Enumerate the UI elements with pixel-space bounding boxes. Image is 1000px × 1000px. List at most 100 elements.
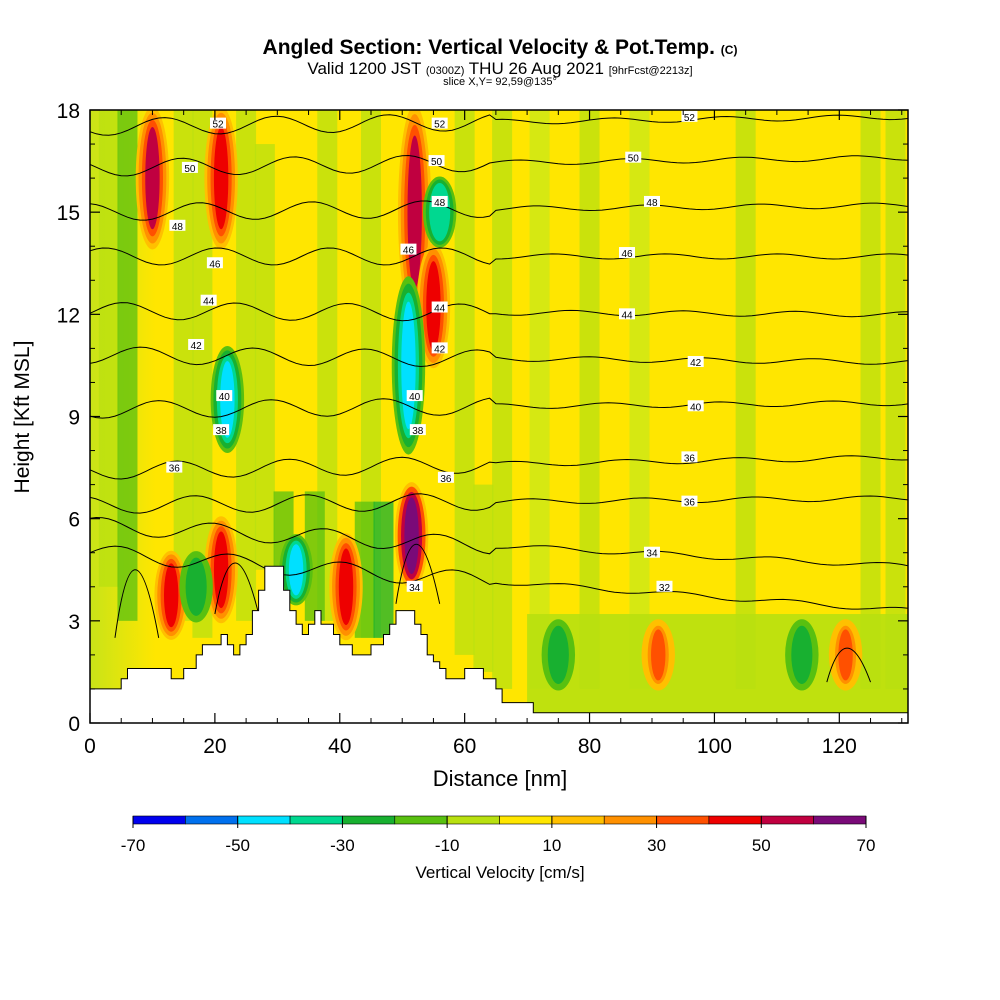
- contour-label: 36: [681, 495, 698, 509]
- velocity-streak: [454, 110, 475, 655]
- contour-label: 38: [213, 424, 230, 437]
- theta-contours: [90, 114, 908, 683]
- contour-label: 36: [681, 451, 698, 464]
- velocity-streak: [254, 144, 275, 570]
- contour-label-text: 42: [434, 344, 446, 355]
- contour-label-box: [619, 308, 636, 320]
- contour-label: 48: [169, 219, 186, 233]
- theta-contour-line: [90, 302, 908, 322]
- forecast-info: [9hrFcst@2213z]: [608, 65, 693, 77]
- colorbar-tick-label: 30: [647, 836, 666, 855]
- colorbar-label: Vertical Velocity [cm/s]: [415, 863, 585, 882]
- contour-label-text: 44: [203, 297, 215, 308]
- contour-label-box: [166, 461, 183, 473]
- y-tick-label: 9: [68, 407, 80, 430]
- contour-label: 32: [656, 580, 673, 594]
- contour-label-box: [643, 195, 660, 207]
- contour-label: 48: [431, 195, 448, 209]
- contour-label-box: [406, 580, 423, 592]
- terrain: [90, 565, 908, 723]
- contour-label-text: 48: [434, 198, 446, 209]
- downdraft-cell: [432, 186, 447, 238]
- contour-label: 52: [681, 110, 698, 124]
- contour-label-box: [681, 495, 698, 507]
- y-axis-label: Height [Kft MSL]: [11, 340, 34, 494]
- colorbar-swatch: [760, 815, 814, 825]
- colorbar-tick-label: 70: [857, 836, 876, 855]
- velocity-streak: [885, 110, 906, 689]
- theta-contour-line: [90, 455, 908, 480]
- contour-label-text: 46: [403, 246, 415, 257]
- contour-label-text: 38: [412, 426, 424, 437]
- contour-label-text: 52: [434, 120, 446, 131]
- colorbar-swatch: [185, 815, 239, 825]
- contour-label: 52: [210, 117, 227, 131]
- x-tick-label: 80: [578, 735, 601, 758]
- x-tick-label: 60: [453, 735, 476, 758]
- colorbar: -70 -50 -30 -10 10 30 50 70: [121, 815, 876, 855]
- colorbar-swatch: [446, 815, 500, 825]
- contour-label: 34: [406, 580, 423, 594]
- velocity-zero-contour: [214, 562, 260, 615]
- contour-label: 36: [437, 471, 454, 485]
- colorbar-tick-label: -50: [225, 836, 250, 855]
- contour-label: 44: [431, 301, 448, 315]
- contour-labels: 32 34 36 36 40 42 44 46 48 50 52 52 50 48 46 44 42 40 38 36…: [166, 110, 704, 594]
- x-tick-label: 20: [203, 735, 226, 758]
- contour-label-box: [619, 247, 636, 259]
- contour-label: 42: [431, 342, 448, 355]
- y-tick-label: 3: [68, 611, 80, 634]
- updraft-cell: [338, 548, 354, 626]
- updraft-cell: [213, 127, 229, 230]
- title-unit: (C): [720, 43, 738, 57]
- downdraft-cell: [288, 544, 304, 596]
- contour-label-box: [687, 400, 704, 412]
- updraft-cell: [407, 135, 422, 289]
- contour-label: 50: [428, 155, 445, 168]
- contour-label-box: [643, 546, 660, 558]
- contour-label-box: [213, 424, 230, 436]
- contour-label-text: 48: [646, 198, 658, 209]
- x-tick-label: 100: [697, 735, 732, 758]
- velocity-zero-contour: [826, 647, 872, 683]
- contour-label-text: 34: [409, 583, 421, 594]
- downdraft-cell: [794, 629, 810, 681]
- velocity-streak: [373, 501, 394, 638]
- contour-label-text: 50: [184, 164, 196, 175]
- updraft-cell: [213, 531, 229, 609]
- x-axis-label: Distance [nm]: [432, 766, 568, 791]
- contour-label-box: [431, 301, 448, 313]
- contour-label: 46: [400, 243, 417, 257]
- theta-contour-line: [90, 114, 908, 136]
- contour-label-text: 52: [212, 120, 224, 131]
- contour-label-box: [206, 257, 223, 269]
- contour-label-text: 42: [191, 341, 203, 352]
- contour-label-text: 38: [216, 426, 228, 437]
- contour-label: 42: [687, 356, 704, 369]
- colorbar-swatch: [656, 815, 710, 825]
- valid-date: THU 26 Aug 2021: [468, 59, 604, 78]
- theta-contour-line: [90, 493, 908, 514]
- contour-label-box: [188, 338, 205, 350]
- updraft-cell: [145, 127, 160, 230]
- colorbar-swatch: [708, 815, 762, 825]
- y-tick-label: 18: [57, 100, 80, 123]
- velocity-streak: [860, 110, 881, 689]
- contour-label-text: 34: [646, 549, 658, 560]
- y-tick-label: 0: [68, 713, 80, 736]
- contour-label-box: [431, 342, 448, 354]
- contour-label-box: [216, 390, 233, 402]
- contour-label-box: [409, 424, 426, 436]
- velocity-streak: [173, 110, 194, 621]
- updraft-cell: [163, 563, 179, 628]
- downdraft-cell: [188, 561, 204, 613]
- contour-label-text: 44: [434, 304, 446, 315]
- colorbar-swatch: [342, 815, 396, 825]
- velocity-streak: [192, 110, 213, 638]
- contour-label-box: [681, 451, 698, 463]
- velocity-streak: [473, 484, 494, 672]
- contour-label-box: [625, 151, 642, 163]
- contour-label-text: 40: [690, 402, 702, 413]
